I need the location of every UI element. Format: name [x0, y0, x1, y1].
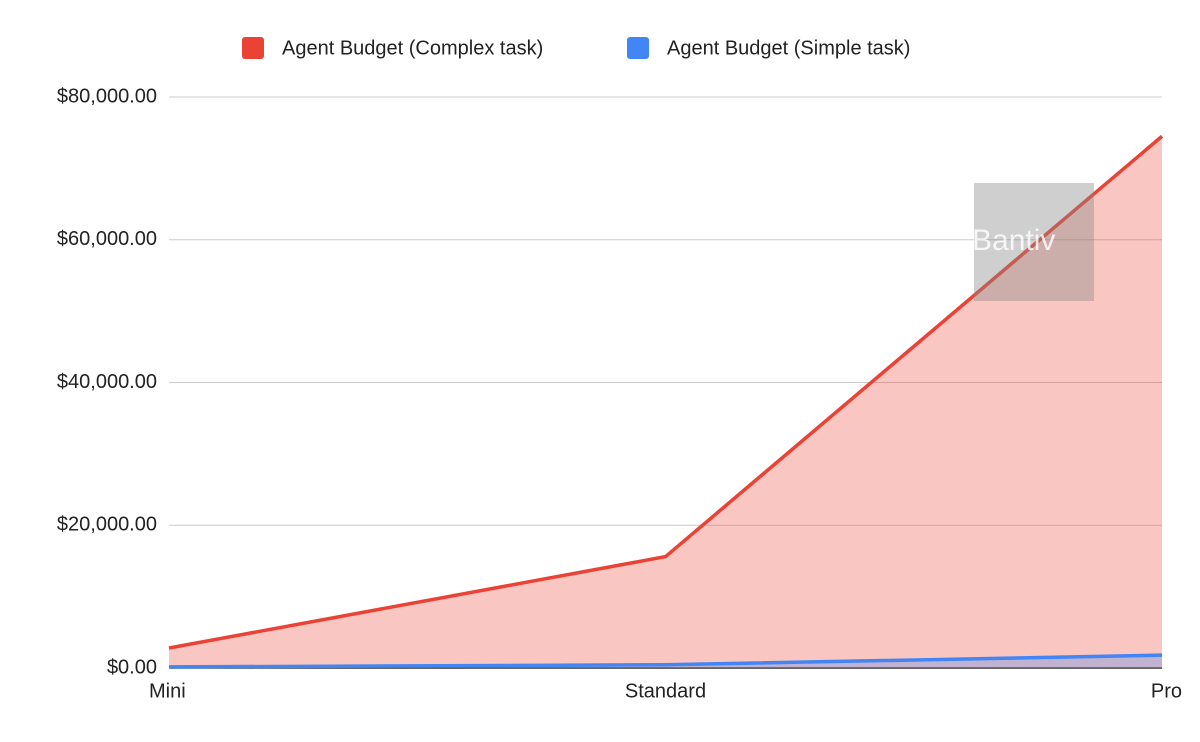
watermark: Bantiv [972, 224, 1055, 257]
x-tick-label: Standard [625, 680, 706, 702]
y-tick-label: $0.00 [107, 656, 157, 678]
legend-swatch [627, 37, 649, 59]
y-tick-label: $60,000.00 [57, 228, 157, 250]
y-tick-label: $40,000.00 [57, 371, 157, 393]
x-tick-label: Pro [1151, 680, 1182, 702]
y-tick-label: $80,000.00 [57, 85, 157, 107]
legend-label: Agent Budget (Simple task) [667, 37, 910, 59]
watermark-box [974, 183, 1094, 301]
legend-swatch [242, 37, 264, 59]
x-tick-label: Mini [149, 680, 186, 702]
legend-label: Agent Budget (Complex task) [282, 37, 543, 59]
line [168, 653, 1163, 669]
line [168, 134, 1164, 650]
area [169, 655, 1162, 668]
y-tick-label: $20,000.00 [57, 514, 157, 536]
area [169, 136, 1162, 669]
